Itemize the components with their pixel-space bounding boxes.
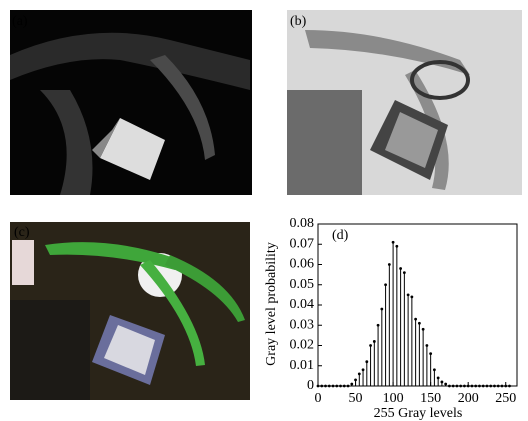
stem-marker (414, 318, 417, 321)
stem-marker (395, 245, 398, 248)
stem-marker (324, 385, 327, 388)
stem-marker (441, 381, 444, 384)
stem-marker (508, 385, 511, 388)
stem-marker (478, 385, 481, 388)
stem-marker (365, 360, 368, 363)
stem-marker (407, 293, 410, 296)
stem-marker (392, 241, 395, 244)
panel-label: (c) (14, 225, 30, 240)
stem-marker (504, 385, 507, 388)
stem-marker (429, 352, 432, 355)
y-tick-label: 0.07 (290, 236, 315, 251)
stem-marker (471, 385, 474, 388)
stem-marker (377, 324, 380, 327)
stem-marker (463, 385, 466, 388)
stem-marker (456, 385, 459, 388)
stem-marker (339, 385, 342, 388)
stem-marker (317, 385, 320, 388)
stem-marker (358, 372, 361, 375)
y-tick-label: 0.05 (290, 277, 315, 292)
stem-marker (474, 385, 477, 388)
stem-marker (410, 296, 413, 299)
stem-marker (373, 340, 376, 343)
stem-marker (422, 328, 425, 331)
y-tick-label: 0.06 (290, 257, 315, 272)
figure: (a) (b) (c) (d) 255 Gray levels Gray lev… (0, 0, 528, 421)
image-c (10, 222, 250, 400)
x-tick-label: 0 (315, 391, 322, 406)
x-tick-label: 150 (420, 391, 441, 406)
stem-marker (444, 383, 447, 386)
plot-frame (318, 224, 517, 386)
stem-marker (380, 308, 383, 311)
stem-marker (335, 385, 338, 388)
stem-marker (448, 385, 451, 388)
y-axis-label: Gray level probability (264, 242, 279, 366)
stem-marker (501, 385, 504, 388)
stem-marker (467, 385, 470, 388)
panel-label: (d) (332, 228, 349, 243)
stem-marker (437, 377, 440, 380)
x-tick-label: 50 (349, 391, 363, 406)
stem-marker (347, 385, 350, 388)
stem-marker (399, 267, 402, 270)
stem-marker (362, 368, 365, 371)
stem-marker (493, 385, 496, 388)
stem-marker (403, 271, 406, 274)
y-tick-label: 0.02 (290, 338, 315, 353)
stem-marker (459, 385, 462, 388)
stem-marker (425, 344, 428, 347)
stem-marker (320, 385, 323, 388)
y-tick-label: 0.08 (290, 216, 315, 231)
stem-marker (497, 385, 500, 388)
stem-marker (388, 263, 391, 266)
stem-marker (332, 385, 335, 388)
x-axis-label: 255 Gray levels (374, 406, 463, 421)
stem-marker (486, 385, 489, 388)
stem-marker (482, 385, 485, 388)
stem-marker (418, 322, 421, 325)
stem-marker (452, 385, 455, 388)
stem-marker (328, 385, 331, 388)
panel-label: (a) (12, 14, 28, 29)
stem-marker (384, 283, 387, 286)
x-tick-label: 200 (458, 391, 479, 406)
y-tick-label: 0.03 (290, 317, 315, 332)
y-tick-label: 0.01 (290, 358, 315, 373)
image-b (287, 10, 522, 195)
stem-marker (433, 368, 436, 371)
x-tick-label: 250 (495, 391, 516, 406)
panel-label: (b) (290, 14, 307, 29)
stem-marker (343, 385, 346, 388)
stem-marker (489, 385, 492, 388)
stem-marker (350, 383, 353, 386)
stem-marker (354, 379, 357, 382)
y-tick-label: 0.04 (290, 297, 315, 312)
y-tick-label: 0 (307, 378, 314, 393)
image-a (10, 10, 252, 195)
stem-marker (369, 344, 372, 347)
x-tick-label: 100 (383, 391, 404, 406)
